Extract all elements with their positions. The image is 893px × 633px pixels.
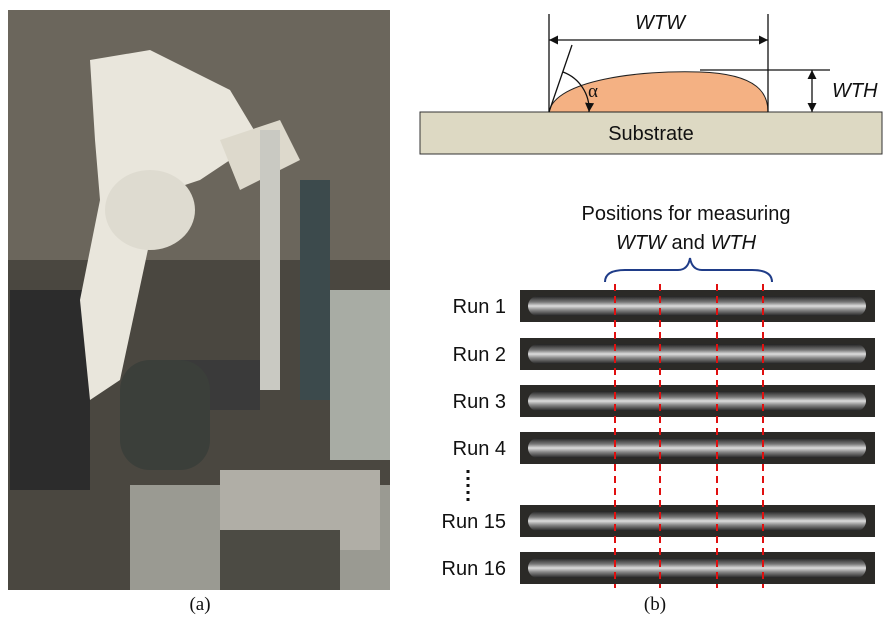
- run-bead: [528, 296, 866, 316]
- run-label: Run 4: [453, 438, 506, 460]
- caption-line: Positions for measuring: [582, 203, 791, 225]
- photo: [8, 10, 390, 590]
- panel-label: (b): [644, 594, 666, 615]
- run-label: Run 2: [453, 344, 506, 366]
- run-bead: [528, 511, 866, 531]
- run-bead: [528, 344, 866, 364]
- runs: Run 1 Run 2 Run 3 Run 4 Run 15 Run 16: [442, 290, 875, 584]
- angle-label: α: [588, 81, 598, 102]
- bead: [548, 71, 769, 113]
- substrate-label: Substrate: [608, 123, 694, 145]
- run-label: Run 3: [453, 391, 506, 413]
- width-label: WTW: [635, 12, 687, 34]
- substrate: [419, 111, 883, 155]
- run-label: Run 1: [453, 296, 506, 318]
- dimension-lines: [548, 14, 830, 113]
- caption-line: WTW and WTH: [616, 232, 757, 254]
- caption-height: WTH: [710, 232, 756, 254]
- run-bead: [528, 438, 866, 458]
- height-label: WTH: [832, 80, 878, 102]
- caption-width: WTW: [616, 232, 668, 254]
- brace: [604, 257, 773, 283]
- panel-label: (a): [189, 594, 210, 615]
- caption-joiner: and: [672, 232, 705, 254]
- run-label: Run 15: [442, 511, 507, 533]
- measure-lines: [614, 284, 764, 588]
- run-label: Run 16: [442, 558, 507, 580]
- run-bead: [528, 391, 866, 411]
- run-bead: [528, 558, 866, 578]
